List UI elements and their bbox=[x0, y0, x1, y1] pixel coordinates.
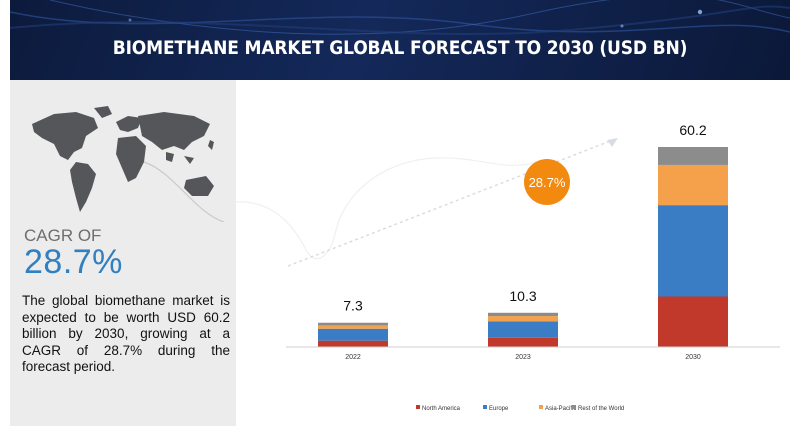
bar-segment-2023-asia-pacific bbox=[488, 316, 558, 322]
x-tick-label: 2030 bbox=[685, 354, 701, 361]
bar-total-label: 10.3 bbox=[509, 288, 536, 304]
summary-panel: CAGR OF 28.7% The global biomethane mark… bbox=[10, 80, 236, 426]
world-map-icon bbox=[32, 106, 224, 222]
legend-swatch bbox=[483, 405, 487, 409]
bar-total-label: 7.3 bbox=[343, 298, 363, 314]
legend-label: Rest of the World bbox=[578, 406, 624, 412]
growth-arrow-line bbox=[287, 137, 619, 267]
cagr-value: 28.7% bbox=[24, 243, 123, 281]
x-tick-label: 2022 bbox=[345, 354, 361, 361]
bar-total-label: 60.2 bbox=[679, 122, 706, 138]
bar-segment-2030-rest-of-the-world bbox=[658, 147, 728, 165]
bar-segment-2022-asia-pacific bbox=[318, 325, 388, 329]
bar-segment-2023-north-america bbox=[488, 337, 558, 347]
bar-segment-2022-north-america bbox=[318, 340, 388, 347]
market-description: The global biomethane market is expected… bbox=[22, 293, 230, 374]
growth-arrow-head bbox=[607, 138, 618, 147]
header-banner: BIOMETHANE MARKET GLOBAL FORECAST TO 203… bbox=[10, 0, 790, 80]
growth-badge bbox=[524, 159, 570, 205]
bar-segment-2023-europe bbox=[488, 321, 558, 338]
bar-segment-2030-north-america bbox=[658, 296, 728, 347]
legend-label: Asia-Pacific bbox=[545, 406, 576, 412]
bar-segment-2030-asia-pacific bbox=[658, 164, 728, 206]
header-background-art bbox=[10, 0, 790, 36]
chart-area: 7.3 2022 10.3 2023 60.2 2030 28.7% North Amer… bbox=[236, 80, 800, 426]
x-tick-label: 2023 bbox=[515, 354, 531, 361]
bar-segment-2030-europe bbox=[658, 205, 728, 297]
stacked-bar-chart: 7.3 2022 10.3 2023 60.2 2030 28.7% North Amer… bbox=[236, 122, 780, 412]
cagr-label: CAGR OF bbox=[24, 226, 102, 245]
bar-segment-2022-rest-of-the-world bbox=[318, 322, 388, 326]
legend-label: North America bbox=[422, 406, 461, 412]
bar-segment-2023-rest-of-the-world bbox=[488, 312, 558, 317]
legend-swatch bbox=[416, 405, 420, 409]
legend-swatch bbox=[572, 405, 576, 409]
bar-segment-2022-europe bbox=[318, 328, 388, 341]
decorative-curve bbox=[236, 157, 537, 260]
growth-badge-label: 28.7% bbox=[529, 175, 566, 190]
legend-label: Europe bbox=[489, 406, 509, 412]
chart-title: BIOMETHANE MARKET GLOBAL FORECAST TO 203… bbox=[112, 37, 688, 59]
legend-swatch bbox=[539, 405, 543, 409]
